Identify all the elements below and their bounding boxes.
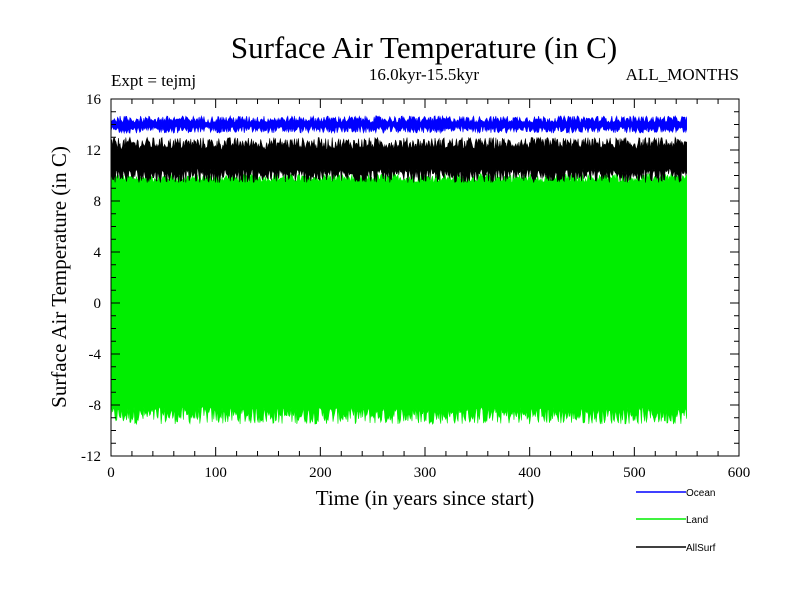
legend-label-allsurf: AllSurf: [686, 543, 716, 554]
y-tick-label: -12: [81, 449, 101, 465]
y-tick-label: -4: [89, 347, 102, 363]
y-tick-label: 8: [94, 194, 102, 210]
series-layer: [110, 114, 687, 426]
series-band-land: [110, 172, 687, 426]
chart-title: Surface Air Temperature (in C): [231, 30, 617, 65]
x-tick-label: 500: [623, 465, 646, 481]
x-tick-label: 600: [728, 465, 751, 481]
y-tick-label: 0: [94, 296, 102, 312]
legend-label-ocean: Ocean: [686, 488, 715, 499]
y-axis-label: Surface Air Temperature (in C): [47, 146, 71, 408]
series-band-ocean: [110, 114, 687, 135]
x-tick-label: 300: [414, 465, 437, 481]
x-tick-label: 400: [518, 465, 541, 481]
x-tick-label: 200: [309, 465, 332, 481]
chart-subtitle: 16.0kyr-15.5kyr: [369, 65, 479, 84]
tick-layer: 0 100 200 300 400 500 600 -12 -8 -4 0 4 8 12 16: [81, 92, 750, 481]
x-tick-label: 0: [107, 465, 115, 481]
series-band-allsurf: [110, 136, 687, 184]
y-tick-label: 16: [86, 92, 102, 108]
x-axis-label: Time (in years since start): [316, 486, 535, 510]
legend-label-land: Land: [686, 515, 708, 526]
y-tick-label: 12: [86, 143, 101, 159]
y-tick-label: -8: [89, 398, 102, 414]
months-label: ALL_MONTHS: [626, 65, 739, 84]
x-tick-label: 100: [204, 465, 227, 481]
y-tick-label: 4: [94, 245, 102, 261]
experiment-label: Expt = tejmj: [111, 71, 196, 90]
legend: Ocean Land AllSurf: [636, 488, 716, 554]
